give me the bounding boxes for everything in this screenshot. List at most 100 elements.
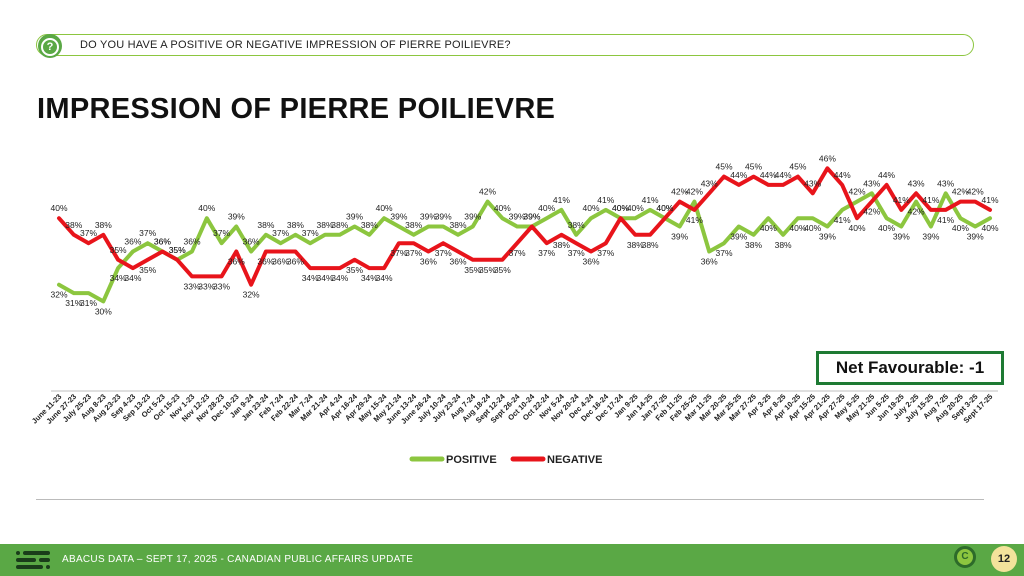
data-label: 36% (449, 256, 466, 266)
data-label: 39% (730, 232, 747, 242)
data-label: 43% (863, 178, 880, 188)
data-label: 42% (908, 207, 925, 217)
data-label: 35% (169, 245, 186, 255)
data-label: 39% (509, 212, 526, 222)
data-label: 37% (390, 248, 407, 258)
data-label: 36% (701, 256, 718, 266)
data-label: 30% (95, 306, 112, 316)
data-label: 34% (124, 273, 141, 283)
data-label: 38% (257, 220, 274, 230)
data-label: 45% (745, 162, 762, 172)
data-label: 39% (228, 212, 245, 222)
abacus-logo-icon (16, 551, 50, 569)
series-line-positive (57, 191, 992, 304)
data-label: 42% (967, 187, 984, 197)
data-label: 40% (494, 203, 511, 213)
data-label: 38% (642, 240, 659, 250)
data-label: 42% (863, 207, 880, 217)
data-label: 31% (80, 298, 97, 308)
data-label: 33% (198, 281, 215, 291)
data-label: 36% (582, 256, 599, 266)
help-icon: ? (38, 34, 62, 58)
data-label: 38% (553, 240, 570, 250)
data-label: 37% (435, 248, 452, 258)
data-label: 36% (243, 236, 260, 246)
legend-label: NEGATIVE (547, 454, 602, 466)
data-label: 38% (287, 220, 304, 230)
data-label: 37% (405, 248, 422, 258)
data-label: 41% (834, 215, 851, 225)
data-label: 41% (937, 215, 954, 225)
data-label: 38% (449, 220, 466, 230)
question-bar (36, 34, 974, 56)
data-label: 37% (509, 248, 526, 258)
series-line-negative (57, 166, 992, 287)
data-label: 39% (346, 212, 363, 222)
data-label: 38% (745, 240, 762, 250)
data-label: 39% (819, 232, 836, 242)
footer-bar (0, 544, 1024, 576)
data-label: 41% (893, 195, 910, 205)
data-label: 40% (612, 203, 629, 213)
data-label: 35% (169, 245, 186, 255)
data-label: 40% (878, 223, 895, 233)
data-label: 42% (479, 187, 496, 197)
data-label: 36% (183, 236, 200, 246)
data-label: 44% (834, 170, 851, 180)
data-label: 42% (671, 187, 688, 197)
data-label: 36% (154, 236, 171, 246)
data-label: 44% (775, 170, 792, 180)
data-label: 38% (316, 220, 333, 230)
footer-text: ABACUS DATA – SEPT 17, 2025 - CANADIAN P… (62, 554, 414, 565)
data-label: 40% (656, 203, 673, 213)
data-label: 39% (435, 212, 452, 222)
data-label: 44% (730, 170, 747, 180)
data-label: 36% (257, 256, 274, 266)
data-label: 35% (110, 245, 127, 255)
data-label: 40% (789, 223, 806, 233)
data-label: 33% (183, 281, 200, 291)
data-label: 43% (937, 178, 954, 188)
data-label: 32% (50, 290, 67, 300)
data-label: 37% (715, 248, 732, 258)
data-label: 36% (154, 236, 171, 246)
data-label: 40% (627, 203, 644, 213)
data-label: 43% (804, 178, 821, 188)
data-label: 40% (804, 223, 821, 233)
data-label: 41% (922, 195, 939, 205)
data-label: 40% (981, 223, 998, 233)
data-label: 42% (952, 187, 969, 197)
data-label: 39% (523, 212, 540, 222)
data-label: 39% (671, 232, 688, 242)
data-label: 41% (981, 195, 998, 205)
data-label: 39% (390, 212, 407, 222)
data-label: 39% (893, 232, 910, 242)
data-label: 37% (597, 248, 614, 258)
data-label: 34% (331, 273, 348, 283)
data-label: 41% (553, 195, 570, 205)
data-label: 41% (686, 215, 703, 225)
data-label: 38% (568, 220, 585, 230)
data-label: 37% (272, 228, 289, 238)
data-label: 40% (376, 203, 393, 213)
data-label: 40% (760, 223, 777, 233)
data-label: 40% (656, 203, 673, 213)
data-label: 35% (494, 265, 511, 275)
data-label: 46% (819, 153, 836, 163)
data-label: 38% (775, 240, 792, 250)
survey-question: DO YOU HAVE A POSITIVE OR NEGATIVE IMPRE… (80, 39, 511, 51)
data-label: 37% (80, 228, 97, 238)
data-label: 38% (65, 220, 82, 230)
data-label: 38% (627, 240, 644, 250)
data-label: 44% (760, 170, 777, 180)
data-label: 35% (479, 265, 496, 275)
data-label: 41% (642, 195, 659, 205)
data-label: 37% (538, 248, 555, 258)
data-label: 37% (302, 228, 319, 238)
data-label: 45% (789, 162, 806, 172)
data-label: 33% (213, 281, 230, 291)
data-label: 34% (302, 273, 319, 283)
data-label: 36% (124, 236, 141, 246)
data-label: 38% (331, 220, 348, 230)
data-label: 37% (213, 228, 230, 238)
